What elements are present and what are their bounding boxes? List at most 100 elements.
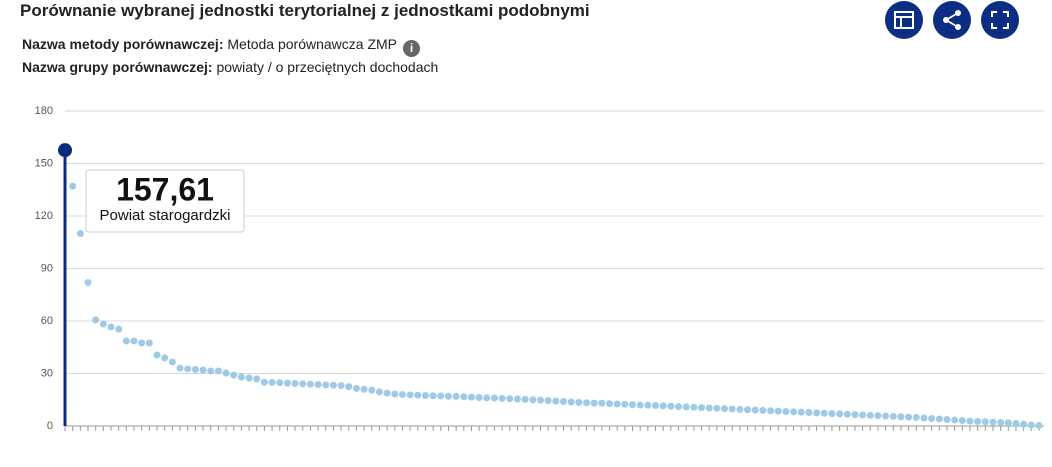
point — [951, 416, 959, 424]
tooltip-name: Powiat starogardzki — [100, 207, 231, 224]
y-tick-label: 120 — [35, 210, 53, 222]
point — [636, 401, 644, 409]
table-button[interactable] — [885, 1, 923, 39]
point — [613, 400, 621, 408]
point — [997, 419, 1005, 426]
point — [529, 396, 537, 404]
point — [153, 351, 161, 359]
point — [920, 414, 928, 422]
y-tick-label: 60 — [41, 315, 53, 327]
y-tick-label: 0 — [47, 420, 53, 432]
point — [590, 399, 598, 407]
point — [667, 402, 675, 410]
point — [130, 337, 138, 345]
point — [421, 392, 429, 400]
info-icon[interactable]: i — [403, 40, 421, 57]
point — [598, 399, 606, 407]
point — [629, 401, 637, 409]
point — [184, 365, 192, 373]
fullscreen-icon — [991, 11, 1009, 29]
point — [122, 337, 130, 345]
point — [222, 369, 230, 377]
point — [1035, 421, 1043, 429]
point — [943, 416, 951, 424]
share-icon — [943, 10, 961, 30]
point — [536, 396, 544, 404]
title: Porównanie wybranej jednostki terytorial… — [20, 1, 590, 20]
point — [675, 403, 683, 411]
group-value: powiaty / o przeciętnych dochodach — [216, 59, 439, 75]
point — [1012, 420, 1020, 428]
y-tick-label: 150 — [35, 157, 53, 169]
point — [713, 404, 721, 412]
point — [828, 410, 836, 418]
point — [145, 339, 153, 347]
point — [744, 406, 752, 414]
point — [483, 394, 491, 402]
point — [107, 323, 115, 331]
point — [797, 408, 805, 416]
point — [836, 410, 844, 418]
point — [728, 405, 736, 413]
point — [506, 395, 514, 403]
point — [958, 417, 966, 425]
point — [199, 366, 207, 374]
point — [375, 388, 383, 396]
highlight-point — [58, 143, 72, 158]
point — [1027, 421, 1035, 429]
point — [460, 393, 468, 401]
point — [161, 354, 169, 362]
point — [291, 379, 299, 387]
point — [76, 230, 84, 237]
point — [698, 404, 706, 412]
point — [682, 403, 690, 411]
point — [790, 408, 798, 416]
point — [168, 358, 176, 366]
point — [843, 410, 851, 418]
point — [652, 402, 660, 410]
y-tick-label: 90 — [41, 262, 53, 274]
point — [306, 380, 314, 388]
point — [329, 381, 337, 389]
point — [429, 392, 437, 400]
point — [705, 404, 713, 412]
point — [935, 415, 943, 423]
point — [84, 279, 92, 286]
point — [260, 378, 268, 386]
point — [138, 339, 146, 347]
share-button[interactable] — [933, 1, 971, 39]
method-value: Metoda porównawcza ZMP — [227, 36, 398, 52]
point — [606, 400, 614, 408]
point — [92, 316, 100, 324]
group-label: Nazwa grupy porównawczej: — [22, 59, 213, 75]
point — [521, 395, 529, 403]
method-label: Nazwa metody porównawczej: — [22, 36, 224, 52]
point — [245, 374, 253, 382]
point — [452, 392, 460, 400]
point — [859, 411, 867, 419]
point — [230, 371, 238, 379]
point — [851, 411, 859, 419]
point — [368, 386, 376, 394]
point — [437, 392, 445, 400]
point — [490, 394, 498, 402]
point — [759, 406, 767, 414]
point — [283, 379, 291, 387]
fullscreen-button[interactable] — [981, 1, 1019, 39]
point — [1020, 420, 1028, 428]
point — [467, 393, 475, 401]
point — [889, 412, 897, 420]
point — [253, 375, 261, 383]
point — [406, 391, 414, 399]
point — [989, 418, 997, 426]
point — [299, 380, 307, 388]
point — [736, 405, 744, 413]
point — [322, 381, 330, 389]
point — [928, 414, 936, 422]
point — [191, 365, 199, 373]
point — [352, 384, 360, 392]
point — [314, 381, 322, 389]
point — [774, 407, 782, 415]
